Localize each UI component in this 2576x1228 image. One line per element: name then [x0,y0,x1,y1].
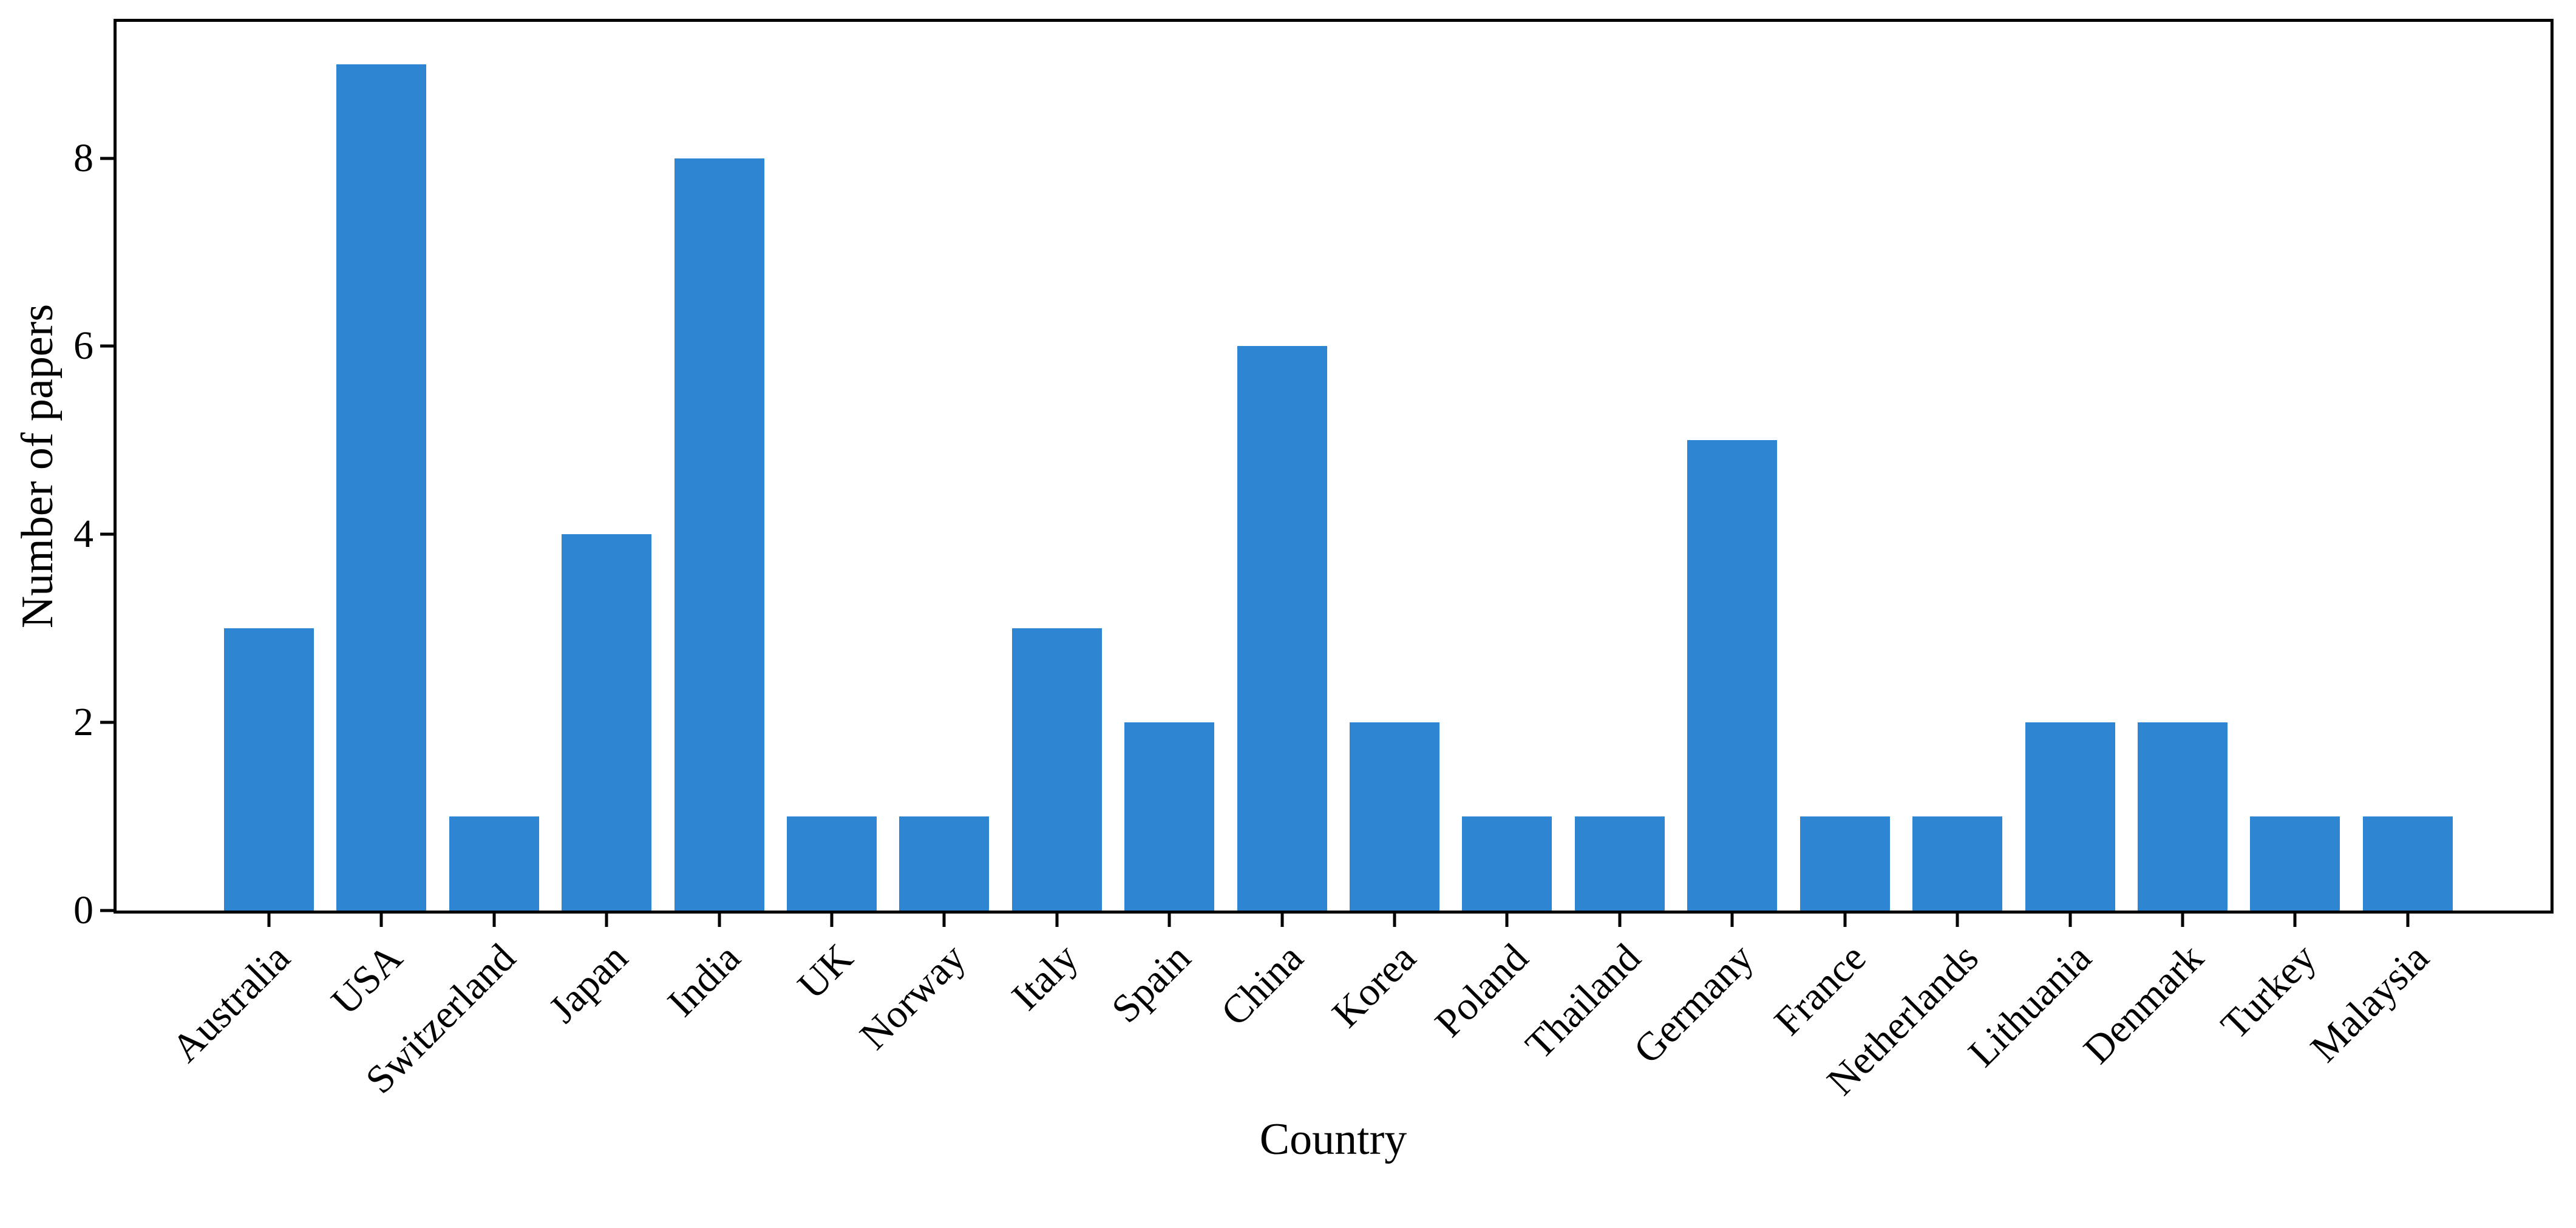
x-tick-label: China [1212,935,1312,1035]
bar [899,816,990,911]
y-axis-title: Number of papers [13,304,63,629]
y-tick-mark [100,721,117,724]
bar-slot: Spain [1103,22,1215,1031]
bar [1011,628,1102,911]
x-tick-mark [492,911,496,927]
x-tick-mark [379,911,383,927]
bar [562,534,652,911]
x-tick-label: Germany [1625,935,1762,1073]
bar-slot: UK [787,22,877,1008]
y-tick-mark [100,532,117,536]
x-tick-mark [1393,911,1396,927]
x-tick-label: Lithuania [1959,935,2100,1076]
bar-slot: France [1766,22,1890,1044]
bar [224,628,314,911]
x-tick-mark [1167,911,1171,927]
y-tick-label: 4 [73,512,93,557]
bar [1687,440,1778,911]
bar [2250,816,2340,911]
bar-slot: Germany [1625,22,1778,1072]
x-tick-mark [1956,911,1959,927]
x-tick-label: Denmark [2075,935,2212,1073]
y-tick-label: 6 [73,324,93,368]
bar [787,816,877,911]
y-axis: 0 2 4 6 8 [73,22,2551,931]
x-axis-title: Country [1259,1114,1407,1164]
bar-slot: Denmark [2075,22,2228,1072]
bar [1574,816,1665,911]
plot-area: 0 2 4 6 8 Australia USA Switzerland Japan India U… [73,19,2554,1104]
bar [1124,722,1215,911]
x-tick-mark [1618,911,1622,927]
x-tick-mark [2068,911,2071,927]
bar [674,158,764,911]
y-tick-mark [100,157,117,160]
y-tick-label: 0 [73,888,93,932]
y-tick-mark [100,909,117,912]
bar [449,816,539,911]
bar [1350,722,1440,911]
x-tick-mark [605,911,608,927]
x-tick-label: India [659,935,749,1025]
x-tick-label: France [1765,935,1875,1044]
x-tick-label: Turkey [2212,935,2325,1048]
bar-slot: India [659,22,764,1025]
bar-slot: Lithuania [1960,22,2115,1076]
x-tick-mark [1730,911,1734,927]
bar-slot: Switzerland [357,22,539,1102]
x-tick-label: Spain [1103,935,1200,1032]
bar-slot: Malaysia [2302,22,2453,1071]
x-tick-label: Korea [1324,935,1424,1036]
x-tick-label: Japan [540,935,637,1032]
bar [336,64,427,911]
bar-slot: Korea [1324,22,1440,1036]
x-tick-label: USA [323,935,412,1024]
bar-slot: Australia [163,22,314,1071]
bar-slot: Thailand [1517,22,1665,1068]
x-tick-mark [1843,911,1847,927]
bar-slot: Netherlands [1819,22,2003,1104]
bar [1799,816,1890,911]
x-tick-mark [942,911,946,927]
x-tick-mark [830,911,834,927]
x-tick-label: UK [789,935,861,1008]
bar [2025,722,2115,911]
bar [2137,722,2228,911]
bar-slot: China [1212,22,1327,1034]
x-tick-mark [1280,911,1284,927]
bar-slot: Norway [851,22,990,1058]
x-tick-mark [2181,911,2184,927]
x-tick-label: Australia [163,935,299,1071]
x-tick-mark [718,911,721,927]
x-tick-mark [1055,911,1059,927]
x-tick-mark [1505,911,1509,927]
bar-slot: Poland [1427,22,1552,1045]
bars-container: Australia USA Switzerland Japan India UK Norwa… [117,22,2551,1104]
bar [2362,816,2453,911]
x-tick-mark [2406,911,2410,927]
bar [1237,346,1327,911]
x-tick-label: Poland [1426,935,1537,1046]
bar-slot: Italy [1003,22,1102,1019]
bar-slot: Japan [540,22,652,1031]
y-tick-mark [100,344,117,348]
bar-slot: Turkey [2212,22,2340,1048]
x-tick-label: Italy [1003,935,1087,1019]
x-tick-mark [267,911,271,927]
y-tick-label: 8 [73,135,93,180]
x-tick-label: Thailand [1517,935,1650,1068]
bar [1462,816,1552,911]
y-tick-label: 2 [73,700,93,745]
x-tick-label: Malaysia [2302,935,2438,1071]
x-tick-mark [2293,911,2297,927]
bar [1912,816,2003,911]
x-tick-label: Norway [851,935,974,1059]
bar-slot: USA [323,22,427,1023]
